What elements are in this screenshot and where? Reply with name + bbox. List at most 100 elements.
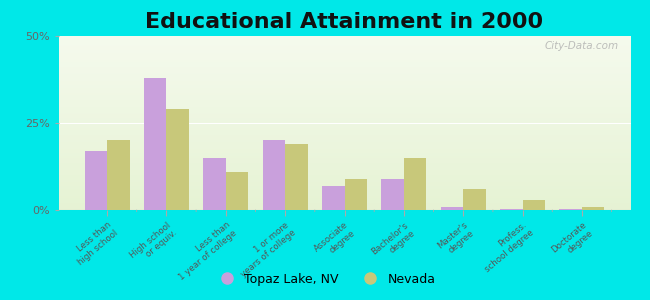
Bar	[58, 146, 630, 147]
Bar	[58, 132, 630, 134]
Bar	[58, 106, 630, 107]
Bar	[58, 99, 630, 100]
Bar	[58, 128, 630, 130]
Bar	[58, 154, 630, 156]
Bar	[58, 71, 630, 73]
Bar	[58, 93, 630, 95]
Bar	[285, 144, 307, 210]
Bar	[166, 109, 189, 210]
Bar	[58, 53, 630, 55]
Bar	[58, 177, 630, 179]
Bar	[58, 142, 630, 144]
Bar	[58, 55, 630, 57]
Bar	[58, 173, 630, 175]
Title: Educational Attainment in 2000: Educational Attainment in 2000	[146, 12, 543, 32]
Bar	[58, 114, 630, 116]
Bar	[58, 196, 630, 198]
Bar	[58, 104, 630, 106]
Bar	[58, 130, 630, 132]
Bar	[58, 62, 630, 64]
Bar	[463, 189, 486, 210]
Bar	[58, 111, 630, 112]
Bar	[58, 201, 630, 203]
Bar	[58, 95, 630, 97]
Bar	[58, 109, 630, 111]
Bar	[58, 85, 630, 86]
Bar	[58, 123, 630, 125]
Bar	[58, 38, 630, 40]
Bar	[58, 203, 630, 205]
Bar	[58, 184, 630, 186]
Bar	[58, 86, 630, 88]
Bar	[58, 36, 630, 38]
Bar	[58, 125, 630, 127]
Bar	[58, 151, 630, 153]
Bar	[523, 200, 545, 210]
Bar	[58, 107, 630, 109]
Bar	[58, 139, 630, 140]
Bar	[58, 137, 630, 139]
Bar	[107, 140, 129, 210]
Bar	[58, 193, 630, 194]
Bar	[58, 57, 630, 58]
Bar	[84, 151, 107, 210]
Bar	[58, 156, 630, 158]
Bar	[58, 172, 630, 173]
Bar	[58, 40, 630, 41]
Bar	[58, 97, 630, 99]
Bar	[58, 167, 630, 168]
Bar	[58, 52, 630, 53]
Bar	[58, 188, 630, 189]
Bar	[58, 149, 630, 151]
Bar	[560, 209, 582, 210]
Bar	[58, 66, 630, 67]
Bar	[58, 88, 630, 90]
Bar	[58, 41, 630, 43]
Bar	[58, 45, 630, 46]
Bar	[58, 112, 630, 114]
Bar	[58, 147, 630, 149]
Bar	[58, 64, 630, 66]
Text: City-Data.com: City-Data.com	[545, 41, 619, 51]
Bar	[58, 119, 630, 121]
Bar	[58, 198, 630, 200]
Bar	[58, 73, 630, 74]
Bar	[58, 74, 630, 76]
Bar	[58, 81, 630, 83]
Bar	[500, 209, 523, 210]
Bar	[58, 205, 630, 206]
Bar	[58, 76, 630, 78]
Bar	[58, 121, 630, 123]
Bar	[58, 186, 630, 188]
Bar	[58, 170, 630, 172]
Bar	[58, 69, 630, 71]
Bar	[58, 163, 630, 165]
Bar	[58, 175, 630, 177]
Bar	[58, 160, 630, 161]
Bar	[58, 182, 630, 184]
Bar	[263, 140, 285, 210]
Legend: Topaz Lake, NV, Nevada: Topaz Lake, NV, Nevada	[209, 268, 441, 291]
Bar	[322, 186, 344, 210]
Bar	[58, 83, 630, 85]
Bar	[58, 194, 630, 196]
Bar	[203, 158, 226, 210]
Bar	[58, 153, 630, 154]
Bar	[58, 165, 630, 167]
Bar	[58, 46, 630, 48]
Bar	[58, 58, 630, 60]
Bar	[58, 43, 630, 45]
Bar	[582, 206, 604, 210]
Bar	[58, 179, 630, 180]
Bar	[58, 50, 630, 52]
Bar	[58, 118, 630, 119]
Bar	[58, 180, 630, 182]
Bar	[58, 135, 630, 137]
Bar	[58, 102, 630, 104]
Bar	[58, 191, 630, 193]
Bar	[58, 208, 630, 210]
Bar	[58, 127, 630, 128]
Bar	[58, 80, 630, 81]
Bar	[58, 100, 630, 102]
Bar	[404, 158, 426, 210]
